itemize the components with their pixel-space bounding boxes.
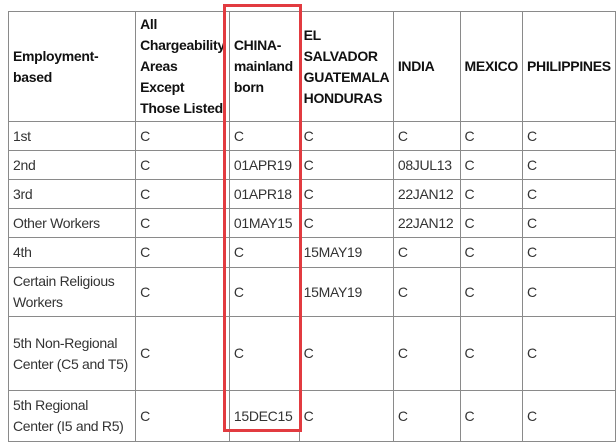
cell-el-salvador-guatemala-honduras: 15MAY19 (298, 237, 394, 268)
cell-india: 22JAN12 (392, 208, 461, 238)
column-header-el-salvador-guatemala-honduras: EL SALVADOR GUATEMALA HONDURAS (298, 11, 394, 122)
table-row: Other Workers C 01MAY15 C 22JAN12 C C (7, 208, 616, 238)
cell-philippines: C (521, 267, 616, 317)
cell-china: C (228, 267, 300, 317)
column-header-philippines: PHILIPPINES (521, 11, 616, 122)
cell-philippines: C (521, 208, 616, 238)
row-label: 4th (7, 237, 137, 268)
column-header-mexico: MEXICO (459, 11, 523, 122)
cell-el-salvador-guatemala-honduras: C (298, 150, 394, 180)
header-row: Employment-based All Chargeability Areas … (7, 11, 616, 122)
cell-india: C (392, 316, 461, 391)
row-label: 1st (7, 121, 137, 151)
column-header-all-chargeability: All Chargeability Areas Except Those Lis… (135, 11, 230, 122)
table-row: 5th Non-Regional Center (C5 and T5) C C C C C… (7, 316, 616, 391)
cell-el-salvador-guatemala-honduras: C (298, 390, 394, 442)
cell-mexico: C (459, 267, 523, 317)
cell-el-salvador-guatemala-honduras: 15MAY19 (298, 267, 394, 317)
row-label: 2nd (7, 150, 137, 180)
row-label: 5th Non-Regional Center (C5 and T5) (7, 316, 137, 391)
cell-el-salvador-guatemala-honduras: C (298, 316, 394, 391)
cell-mexico: C (459, 121, 523, 151)
cell-mexico: C (459, 237, 523, 268)
column-header-employment-based: Employment-based (7, 11, 137, 122)
row-label: 3rd (7, 179, 137, 209)
cell-all-chargeability: C (135, 237, 230, 268)
cell-el-salvador-guatemala-honduras: C (298, 179, 394, 209)
cell-india: 22JAN12 (392, 179, 461, 209)
cell-mexico: C (459, 390, 523, 442)
cell-india: C (392, 237, 461, 268)
cell-all-chargeability: C (135, 390, 230, 442)
cell-all-chargeability: C (135, 150, 230, 180)
table-row: 5th Regional Center (I5 and R5) C 15DEC15 C… (7, 390, 616, 442)
cell-philippines: C (521, 390, 616, 442)
column-header-india: INDIA (392, 11, 461, 122)
visa-bulletin-table: Employment-based All Chargeability Areas … (7, 11, 616, 442)
cell-china: 01APR18 (228, 179, 300, 209)
cell-all-chargeability: C (135, 208, 230, 238)
table-row: Certain Religious Workers C C 15MAY19 C C C (7, 267, 616, 317)
cell-china: 15DEC15 (228, 390, 300, 442)
cell-mexico: C (459, 150, 523, 180)
cell-mexico: C (459, 316, 523, 391)
cell-india: C (392, 267, 461, 317)
row-label: Other Workers (7, 208, 137, 238)
cell-all-chargeability: C (135, 267, 230, 317)
cell-philippines: C (521, 237, 616, 268)
cell-india: 08JUL13 (392, 150, 461, 180)
cell-china: C (228, 237, 300, 268)
table-row: 4th C C 15MAY19 C C C (7, 237, 616, 268)
table-row: 1st C C C C C C (7, 121, 616, 151)
cell-philippines: C (521, 179, 616, 209)
cell-all-chargeability: C (135, 316, 230, 391)
cell-philippines: C (521, 316, 616, 391)
cell-china: C (228, 121, 300, 151)
column-header-china: CHINA-mainland born (228, 11, 300, 122)
cell-china: C (228, 316, 300, 391)
cell-india: C (392, 121, 461, 151)
cell-all-chargeability: C (135, 179, 230, 209)
table-row: 3rd C 01APR18 C 22JAN12 C C (7, 179, 616, 209)
cell-el-salvador-guatemala-honduras: C (298, 121, 394, 151)
cell-china: 01APR19 (228, 150, 300, 180)
cell-mexico: C (459, 208, 523, 238)
cell-el-salvador-guatemala-honduras: C (298, 208, 394, 238)
cell-mexico: C (459, 179, 523, 209)
row-label: Certain Religious Workers (7, 267, 137, 317)
table-row: 2nd C 01APR19 C 08JUL13 C C (7, 150, 616, 180)
cell-all-chargeability: C (135, 121, 230, 151)
cell-philippines: C (521, 150, 616, 180)
row-label: 5th Regional Center (I5 and R5) (7, 390, 137, 442)
cell-india: C (392, 390, 461, 442)
cell-philippines: C (521, 121, 616, 151)
cell-china: 01MAY15 (228, 208, 300, 238)
